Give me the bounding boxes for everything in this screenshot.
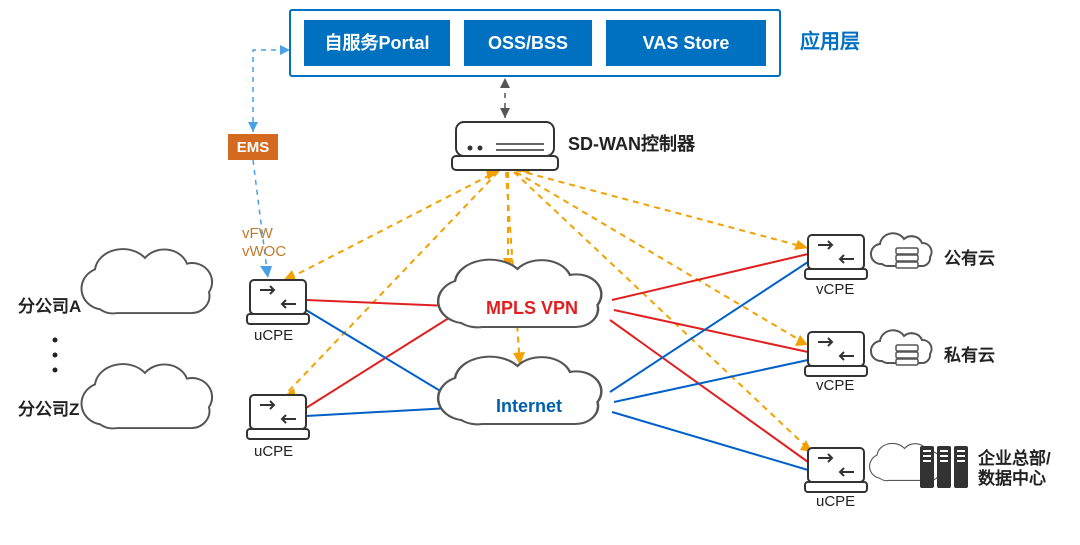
app-box-ossbss: OSS/BSS (464, 20, 592, 66)
ucpe-z (247, 395, 309, 439)
app-layer-label: 应用层 (800, 29, 860, 53)
controller-device (452, 122, 558, 170)
svg-text:EMS: EMS (237, 139, 270, 156)
mpls-label: MPLS VPN (486, 298, 578, 318)
vcpe-2 (805, 332, 867, 376)
branch-z-label: 分公司Z (18, 400, 79, 419)
ucpe-a-label: uCPE (254, 327, 293, 344)
ems-box: EMS (228, 134, 278, 160)
cloud-branch-z (82, 364, 213, 428)
dc-servers-icon (920, 446, 968, 488)
app-box-vas: VAS Store (606, 20, 766, 66)
ucpe-z-label: uCPE (254, 443, 293, 460)
ucpe-a (247, 280, 309, 324)
public-cloud-icon (871, 233, 932, 268)
app-box-portal: 自服务Portal (304, 20, 450, 66)
vfw-label: vFW (242, 225, 274, 242)
ctrl-app-link (500, 78, 510, 118)
svg-text:VAS Store: VAS Store (643, 33, 730, 53)
private-cloud-label: 私有云 (944, 345, 995, 365)
hq-label-2: 数据中心 (978, 468, 1046, 488)
hq-label-1: 企业总部/ (977, 448, 1051, 468)
controller-label: SD-WAN控制器 (568, 133, 696, 154)
svg-text:OSS/BSS: OSS/BSS (488, 33, 568, 53)
ucpe-hq-label: uCPE (816, 493, 855, 510)
cloud-branch-a (82, 249, 213, 313)
vcpe-1-label: vCPE (816, 281, 854, 298)
vwoc-label: vWOC (242, 243, 286, 260)
private-cloud-icon (871, 330, 932, 365)
branch-a-label: 分公司A (18, 297, 81, 316)
internet-label: Internet (496, 396, 562, 416)
ucpe-hq (805, 448, 867, 492)
sdwan-diagram: 自服务Portal OSS/BSS VAS Store 应用层 EMS SD-W… (0, 0, 1080, 545)
vcpe-2-label: vCPE (816, 377, 854, 394)
public-cloud-label: 公有云 (944, 248, 995, 268)
branch-ellipsis (53, 338, 58, 373)
vcpe-1 (805, 235, 867, 279)
svg-text:自服务Portal: 自服务Portal (324, 32, 429, 53)
